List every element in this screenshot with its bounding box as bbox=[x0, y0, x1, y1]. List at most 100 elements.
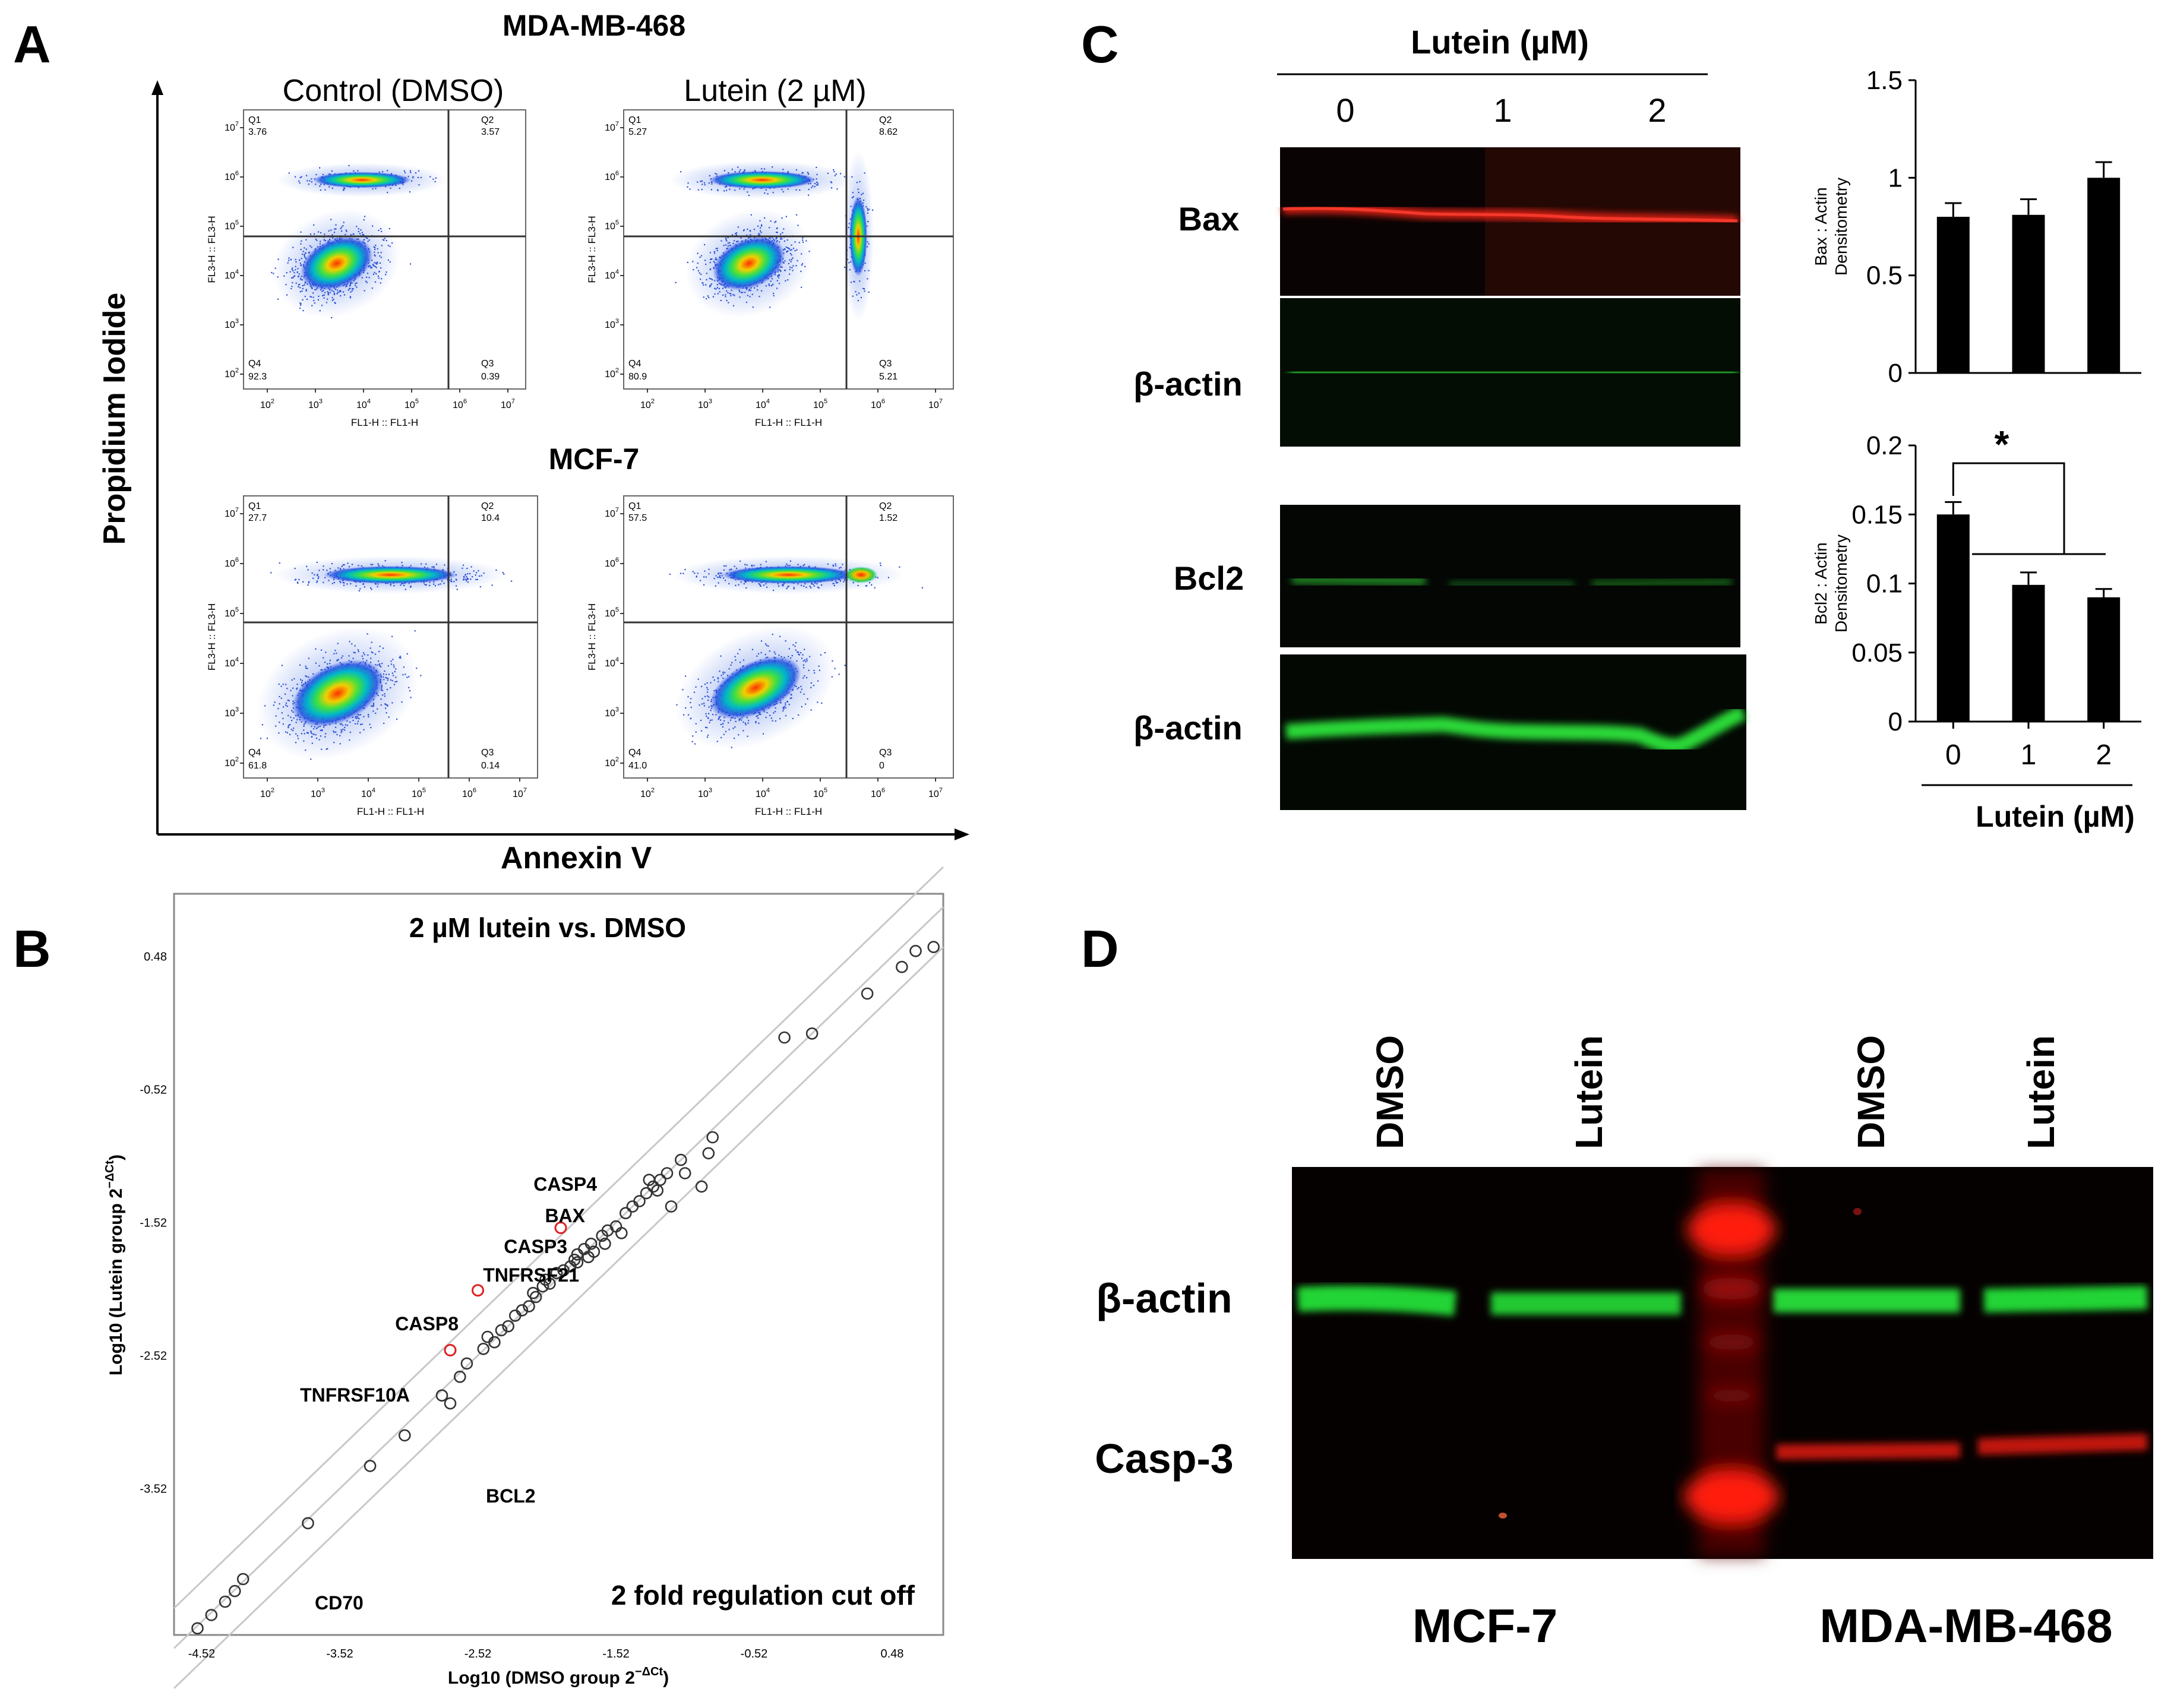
flow-event bbox=[433, 583, 435, 585]
flow-event bbox=[780, 236, 782, 238]
flow-y-label: FL3-H :: FL3-H bbox=[206, 216, 217, 283]
flow-event bbox=[690, 718, 691, 720]
flow-event bbox=[739, 188, 741, 189]
flow-event bbox=[716, 173, 718, 175]
flow-event bbox=[730, 295, 732, 296]
flow-event bbox=[846, 258, 848, 260]
flow-event bbox=[836, 188, 838, 190]
flow-y-tick-exp: 3 bbox=[235, 706, 239, 713]
flow-event bbox=[299, 291, 301, 293]
flow-event bbox=[368, 716, 369, 718]
quadrant-q3-name: Q3 bbox=[879, 359, 892, 369]
flow-event bbox=[306, 668, 308, 669]
flow-event bbox=[306, 732, 308, 734]
flow-event bbox=[706, 695, 709, 697]
flow-event bbox=[703, 182, 706, 184]
flow-event bbox=[380, 267, 382, 269]
flow-density-core bbox=[292, 659, 384, 728]
flow-y-tick-exp: 5 bbox=[235, 606, 239, 613]
flow-event bbox=[323, 581, 324, 583]
flow-event bbox=[337, 292, 339, 293]
flow-event bbox=[759, 296, 760, 298]
flow-x-tick-exp: 2 bbox=[271, 398, 274, 405]
flow-event bbox=[412, 176, 414, 178]
flow-event bbox=[350, 291, 352, 293]
flow-event bbox=[316, 728, 318, 729]
flow-x-tick-base: 10 bbox=[813, 400, 824, 410]
flow-event bbox=[342, 655, 343, 657]
flow-event bbox=[341, 230, 343, 232]
flow-event bbox=[803, 667, 805, 669]
flow-event bbox=[308, 657, 309, 659]
flow-y-tick-exp: 4 bbox=[235, 656, 239, 663]
flow-event bbox=[754, 170, 756, 172]
flow-event bbox=[381, 230, 383, 232]
flow-event bbox=[381, 245, 383, 246]
flow-event bbox=[298, 276, 299, 277]
flow-event bbox=[308, 581, 310, 583]
flow-event bbox=[810, 709, 812, 711]
flow-event bbox=[285, 284, 287, 286]
flow-event bbox=[722, 294, 724, 296]
flow-plots: Q13.76Q23.57Q492.3Q30.391021021031031041… bbox=[206, 109, 954, 817]
flow-dots bbox=[271, 163, 447, 319]
flow-event bbox=[738, 719, 740, 720]
flow-event bbox=[324, 736, 326, 738]
flow-event bbox=[334, 302, 336, 304]
flow-event bbox=[401, 701, 403, 703]
x-axis-title-annexin: Annexin V bbox=[501, 841, 652, 875]
flow-event bbox=[709, 175, 710, 176]
flow-event bbox=[700, 181, 702, 182]
flow-event bbox=[765, 285, 767, 287]
flow-event bbox=[355, 717, 356, 719]
flow-x-tick: 107 bbox=[513, 787, 527, 799]
flow-event bbox=[734, 240, 735, 242]
flow-event bbox=[331, 290, 333, 292]
flow-event bbox=[491, 584, 493, 586]
flow-event bbox=[295, 722, 297, 723]
flow-event bbox=[785, 702, 786, 704]
quadrant-q2-name: Q2 bbox=[481, 501, 494, 511]
flow-event bbox=[734, 726, 736, 728]
flow-plot-1: Q13.76Q23.57Q492.3Q30.391021021031031041… bbox=[206, 109, 526, 428]
flow-event bbox=[717, 293, 719, 295]
flow-event bbox=[729, 293, 731, 295]
flow-y-tick-base: 10 bbox=[225, 659, 235, 669]
flow-event bbox=[731, 169, 733, 170]
flow-event bbox=[801, 657, 803, 659]
flow-event bbox=[318, 665, 320, 667]
flow-event bbox=[315, 289, 317, 290]
flow-event bbox=[709, 286, 711, 287]
flow-event bbox=[327, 293, 329, 295]
flow-event bbox=[720, 299, 722, 302]
flow-event bbox=[341, 730, 343, 732]
flow-event bbox=[403, 584, 405, 586]
flow-event bbox=[800, 652, 802, 654]
flow-x-tick-base: 10 bbox=[356, 400, 367, 410]
flow-event bbox=[318, 739, 320, 741]
quadrant-q4-name: Q4 bbox=[628, 359, 641, 369]
flow-event bbox=[864, 288, 865, 290]
flow-event bbox=[355, 284, 356, 286]
quadrant-q3-name: Q3 bbox=[481, 748, 494, 758]
flow-event bbox=[383, 679, 385, 681]
flow-event bbox=[704, 695, 706, 697]
flow-x-tick-exp: 2 bbox=[651, 398, 655, 405]
flow-event bbox=[797, 688, 798, 689]
flow-event bbox=[706, 736, 709, 738]
flow-event bbox=[865, 206, 867, 208]
flow-event bbox=[722, 673, 724, 675]
flow-event bbox=[300, 679, 302, 681]
flow-event bbox=[867, 221, 869, 223]
flow-event bbox=[795, 169, 797, 171]
flow-event bbox=[372, 264, 374, 266]
flow-event bbox=[362, 583, 364, 585]
flow-event bbox=[364, 586, 365, 588]
flow-event bbox=[289, 724, 291, 726]
flow-event bbox=[792, 265, 794, 267]
flow-event bbox=[393, 664, 394, 666]
flow-event bbox=[441, 580, 443, 582]
flow-event bbox=[783, 262, 785, 264]
flow-event bbox=[304, 733, 305, 735]
flow-event bbox=[288, 172, 290, 174]
